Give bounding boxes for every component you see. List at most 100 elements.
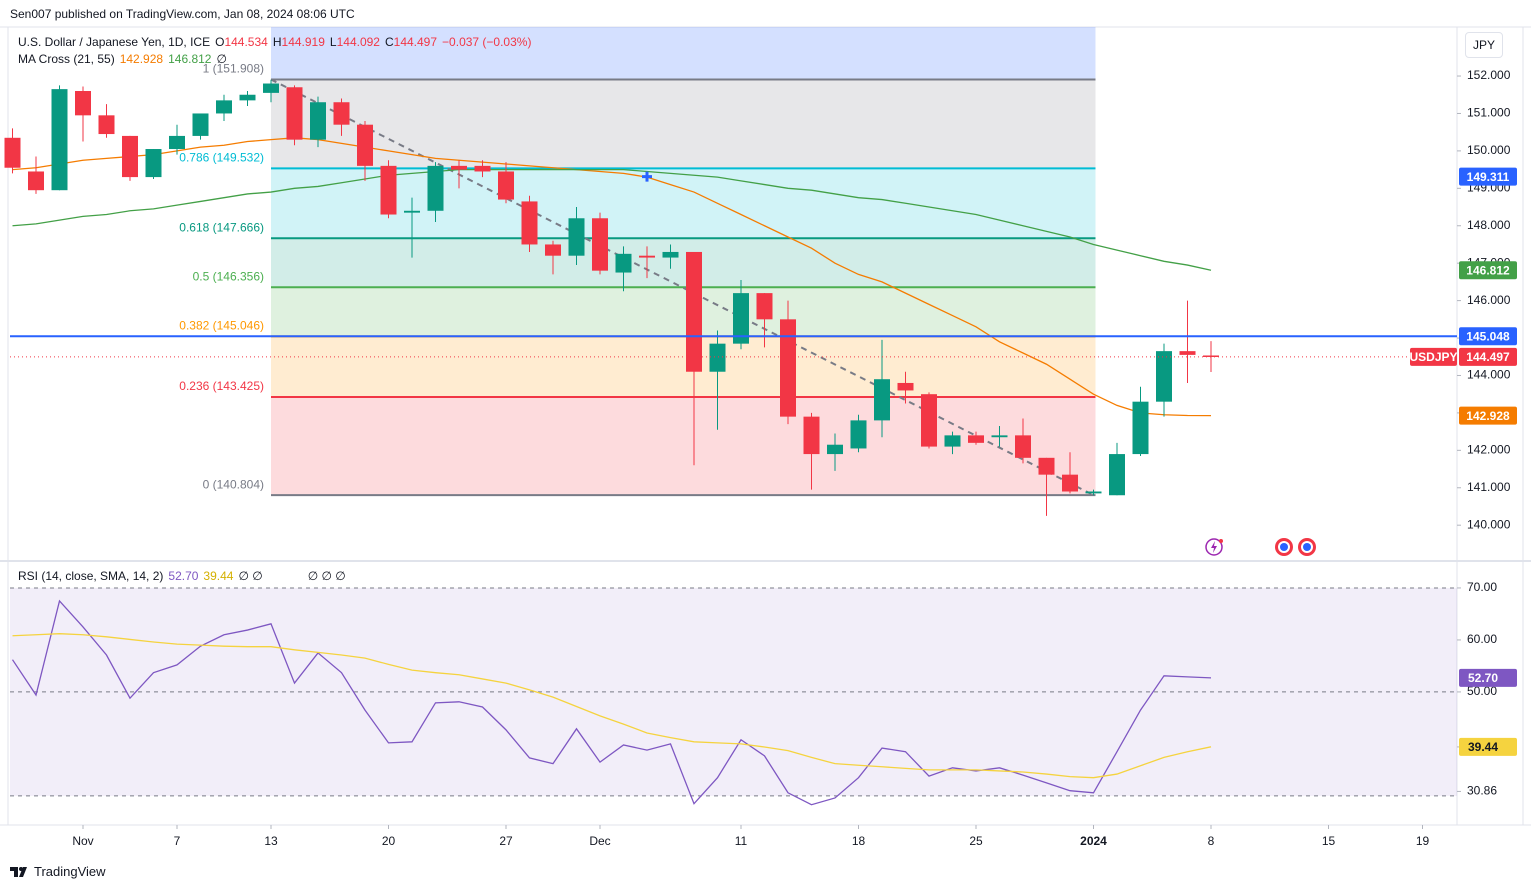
rsi-icons: ∅ ∅ [238,569,263,583]
candle-body [1132,401,1149,455]
candle-body [1109,454,1125,496]
rsi-value: 52.70 [168,569,199,583]
ohlc-value: 144.092 [336,35,380,49]
candle-body [897,382,914,391]
fib-zone [271,336,1096,397]
candle-body [4,137,21,168]
fib-label: 0.786 (149.532) [179,151,264,165]
event-icons [1205,538,1316,556]
candle-body [1203,355,1219,357]
x-tick-label: 15 [1322,834,1336,848]
x-tick-label: 7 [174,834,181,848]
candle-body [310,102,326,140]
candle-body [357,124,373,166]
ohlc-value: 144.919 [281,35,325,49]
candle-body [639,255,655,258]
y-tick-label: 150.000 [1467,143,1511,157]
fib-label: 0.382 (145.046) [179,318,264,332]
candle-body [1015,435,1031,458]
price-tag-label: 39.44 [1468,740,1498,754]
symbol-tag [1410,347,1457,366]
price-marker [642,171,652,182]
fib-zone [271,396,1096,496]
candle-body [1085,491,1102,494]
candle-body [521,201,538,245]
event-dot [1219,539,1223,543]
brand-logo-shape [10,866,27,877]
x-tick-label: 18 [852,834,866,848]
fib-zone [271,79,1096,169]
x-tick-label: 20 [382,834,396,848]
candle-body [756,293,773,320]
ohlc-item: H144.919 [273,35,325,49]
fib-label: 0 (140.804) [203,477,264,491]
x-tick-label: Nov [72,834,93,848]
x-tick-label: Dec [589,834,610,848]
candle-body [780,319,796,417]
fib-label: 1 (151.908) [203,62,264,76]
moving-average [12,168,1212,271]
candle-body [216,100,232,114]
candle-body [568,218,585,256]
fib-zone-top [271,27,1096,80]
candle-body [850,420,867,449]
y-tick-label: 60.00 [1467,632,1497,646]
candle-body [122,135,138,178]
symbol-title: U.S. Dollar / Japanese Yen, 1D, ICE [18,35,211,49]
candle-body [98,115,115,135]
candle-body [1156,351,1172,402]
candle-body [592,218,608,271]
brand-logo-dot [19,866,23,871]
price-tag [1459,327,1517,346]
price-tag-label: 145.048 [1466,329,1510,343]
fib-zone [271,168,1096,239]
symbol-tag-label: USDJPY [1409,350,1457,364]
candle-body [827,444,843,455]
candle-body [874,379,890,421]
rsi-title: RSI (14, close, SMA, 14, 2) [18,569,164,583]
candle-body [427,165,444,211]
candle-body [1038,457,1055,475]
y-tick-label: 144.000 [1467,368,1511,382]
x-tick-label: 2024 [1080,834,1107,848]
candle-body [145,149,162,178]
price-tag [1459,406,1517,425]
candle-body [968,435,984,443]
x-tick-label: 8 [1208,834,1215,848]
indicator-icons: ∅ [216,52,227,66]
y-tick-label: 152.000 [1467,68,1511,82]
flag-icon-core [1303,543,1311,551]
candle-body [51,89,68,191]
price-tag-label: 52.70 [1468,671,1498,685]
y-tick-label: 148.000 [1467,218,1511,232]
candle-body [498,171,514,200]
price-pane [4,27,1219,516]
ma-legend: MA Cross (21, 55) 142.928 146.812 ∅ [18,52,227,66]
y-tick-label: 151.000 [1467,106,1511,120]
currency-button[interactable]: JPY [1465,32,1503,58]
rsi-icons: ∅ ∅ ∅ [307,569,346,583]
flag-icon-core [1280,543,1288,551]
price-tag-label: 144.497 [1466,350,1510,364]
candle-body [733,293,749,344]
indicator-title: MA Cross (21, 55) [18,52,115,66]
candle-body [921,394,937,447]
y-tick-label: 50.00 [1467,684,1497,698]
x-tick-label: 13 [264,834,278,848]
candle-body [803,416,820,455]
y-tick-label: 30.86 [1467,784,1497,798]
ohlc-letter: C [384,35,394,49]
candle-body [545,244,561,256]
y-tick-label: 140.000 [1467,517,1511,531]
rsi-line [12,633,1212,779]
candle-body [333,102,350,125]
brand-name: TradingView [34,864,106,879]
candle-body [474,165,491,172]
ohlc-item: O144.534 [215,35,268,49]
price-tag [1459,347,1517,366]
rsi-pane [10,587,1457,806]
ma-fast-value: 142.928 [119,52,164,66]
x-tick-label: 25 [969,834,983,848]
candle-body [1179,351,1196,355]
